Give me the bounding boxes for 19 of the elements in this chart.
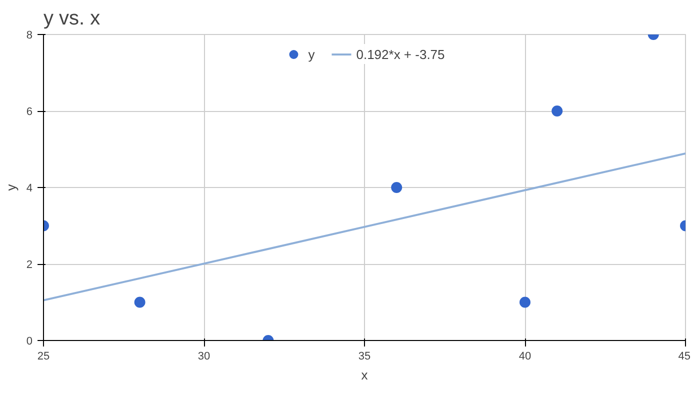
y-tick-label: 8 (26, 30, 33, 42)
y-axis-title: y (3, 184, 18, 191)
x-axis-title: x (361, 368, 368, 382)
point (391, 182, 402, 193)
y-tick-label: 2 (26, 259, 33, 271)
x-tick-label: 30 (198, 350, 210, 362)
x-tick-label: 45 (678, 350, 691, 362)
legend-label: y (308, 46, 316, 62)
x-tick-label: 35 (358, 350, 371, 362)
x-tick-label: 40 (518, 350, 532, 362)
y-tick-label: 4 (26, 182, 33, 194)
y-tick-label: 6 (26, 106, 33, 118)
y-tick-label: 0 (26, 336, 33, 348)
point (552, 106, 563, 116)
point (520, 296, 530, 308)
legend-label: 0.192*x + -3.75 (356, 46, 445, 62)
x-tick-label: 25 (37, 350, 50, 362)
chart-title: y vs. x (44, 8, 100, 30)
point (134, 296, 146, 308)
